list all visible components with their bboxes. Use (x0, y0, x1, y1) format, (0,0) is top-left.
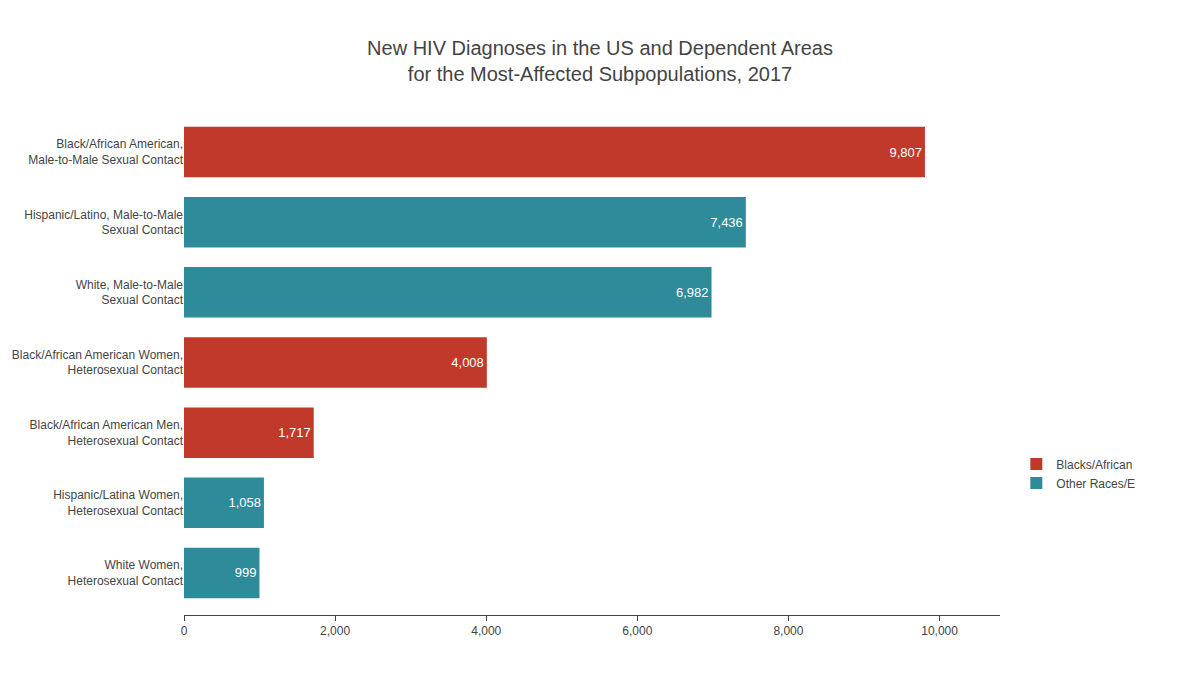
svg-text:Black/African American Men,Het: Black/African American Men,Heterosexual … (30, 418, 184, 448)
svg-text:8,000: 8,000 (773, 624, 803, 638)
svg-text:2,000: 2,000 (320, 624, 350, 638)
svg-text:White Women,Heterosexual Conta: White Women,Heterosexual Contact (68, 558, 184, 588)
svg-text:1,058: 1,058 (228, 495, 261, 510)
svg-text:6,000: 6,000 (622, 624, 652, 638)
svg-text:10,000: 10,000 (921, 624, 958, 638)
svg-text:Black/African American Women,H: Black/African American Women,Heterosexua… (12, 348, 184, 378)
svg-text:New HIV Diagnoses in the US an: New HIV Diagnoses in the US and Dependen… (367, 37, 833, 85)
svg-text:Other Races/E: Other Races/E (1056, 477, 1135, 491)
svg-text:Hispanic/Latina Women,Heterose: Hispanic/Latina Women,Heterosexual Conta… (53, 488, 183, 518)
svg-text:0: 0 (181, 624, 188, 638)
svg-text:Blacks/African: Blacks/African (1056, 458, 1132, 472)
svg-text:999: 999 (235, 565, 257, 580)
svg-text:4,000: 4,000 (471, 624, 501, 638)
svg-text:9,807: 9,807 (889, 145, 922, 160)
svg-text:Black/African American,Male-to: Black/African American,Male-to-Male Sexu… (28, 137, 183, 167)
svg-text:Hispanic/Latino, Male-to-MaleS: Hispanic/Latino, Male-to-MaleSexual Cont… (24, 208, 183, 238)
svg-text:6,982: 6,982 (676, 285, 709, 300)
svg-text:1,717: 1,717 (278, 425, 311, 440)
svg-text:7,436: 7,436 (710, 215, 743, 230)
svg-text:White, Male-to-MaleSexual Cont: White, Male-to-MaleSexual Contact (76, 278, 184, 308)
svg-text:4,008: 4,008 (451, 355, 484, 370)
